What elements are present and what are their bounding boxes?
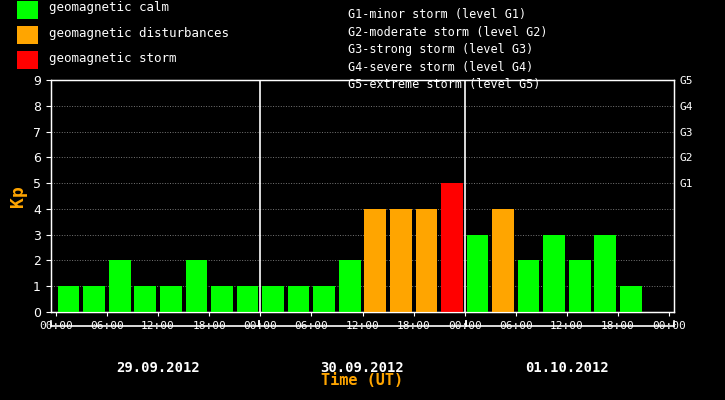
Bar xyxy=(288,286,310,312)
Text: 30.09.2012: 30.09.2012 xyxy=(320,361,405,375)
Bar xyxy=(569,260,591,312)
Text: G1-minor storm (level G1): G1-minor storm (level G1) xyxy=(348,8,526,21)
Text: geomagnetic storm: geomagnetic storm xyxy=(49,52,177,65)
Bar xyxy=(518,260,539,312)
Text: G5-extreme storm (level G5): G5-extreme storm (level G5) xyxy=(348,78,540,91)
Bar xyxy=(236,286,258,312)
Bar xyxy=(543,235,565,312)
Bar xyxy=(492,209,514,312)
Bar xyxy=(594,235,616,312)
Bar xyxy=(17,1,38,19)
Y-axis label: Kp: Kp xyxy=(9,185,28,207)
Bar xyxy=(83,286,105,312)
Bar xyxy=(415,209,437,312)
Bar xyxy=(313,286,335,312)
Text: geomagnetic disturbances: geomagnetic disturbances xyxy=(49,27,229,40)
Bar xyxy=(160,286,182,312)
Bar xyxy=(134,286,156,312)
Text: G2-moderate storm (level G2): G2-moderate storm (level G2) xyxy=(348,26,547,39)
Text: G3-strong storm (level G3): G3-strong storm (level G3) xyxy=(348,43,534,56)
Bar xyxy=(390,209,412,312)
Text: 29.09.2012: 29.09.2012 xyxy=(116,361,200,375)
Bar xyxy=(17,26,38,44)
Bar xyxy=(365,209,386,312)
Bar xyxy=(186,260,207,312)
Text: G4-severe storm (level G4): G4-severe storm (level G4) xyxy=(348,61,534,74)
Bar xyxy=(620,286,642,312)
Text: geomagnetic calm: geomagnetic calm xyxy=(49,2,170,14)
Bar xyxy=(58,286,80,312)
Bar xyxy=(17,51,38,69)
Text: Time (UT): Time (UT) xyxy=(321,373,404,388)
Text: 01.10.2012: 01.10.2012 xyxy=(525,361,609,375)
Bar xyxy=(211,286,233,312)
Bar xyxy=(262,286,284,312)
Bar xyxy=(339,260,360,312)
Bar xyxy=(441,183,463,312)
Bar xyxy=(109,260,130,312)
Bar xyxy=(467,235,489,312)
